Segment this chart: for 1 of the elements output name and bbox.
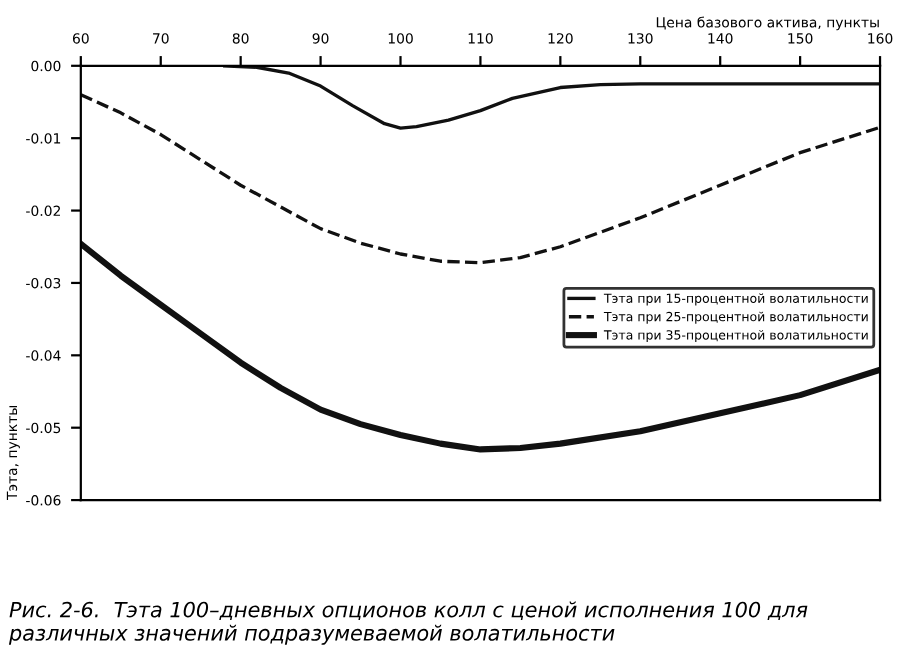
text: Рис. 2-6. Тэта 100–дневных опционов колл с ценой исполнения 100 для различных значений подразумеваемой волатильности [8, 601, 808, 645]
